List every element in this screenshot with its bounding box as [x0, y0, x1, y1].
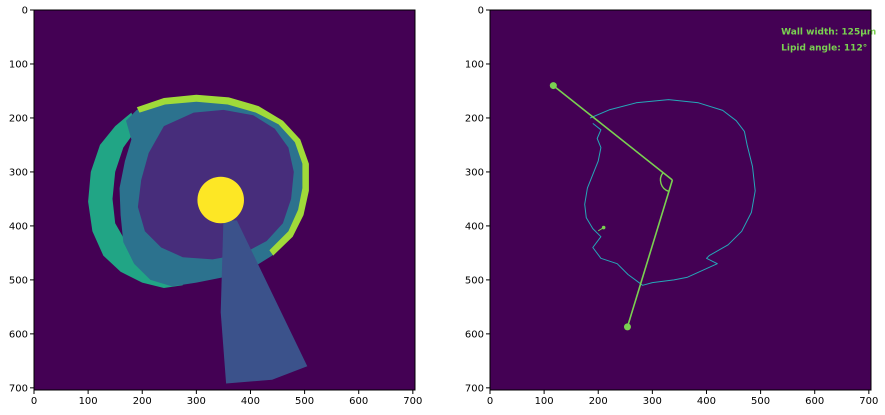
x-tick-label: 300 — [187, 396, 206, 407]
x-tick-label: 700 — [403, 396, 422, 407]
y-tick-label: 700 — [9, 383, 28, 394]
angle-endpoint-marker — [550, 82, 557, 89]
x-tick-label: 100 — [79, 396, 98, 407]
x-tick-label: 300 — [643, 396, 662, 407]
x-tick-label: 700 — [859, 396, 878, 407]
y-tick-label: 600 — [9, 329, 28, 340]
y-tick-label: 200 — [465, 113, 484, 124]
y-tick-label: 300 — [9, 167, 28, 178]
y-tick-label: 200 — [9, 113, 28, 124]
left-panel: 0 100 200 300 400 500 600 700010020030040050060… — [9, 6, 422, 408]
x-tick-label: 100 — [535, 396, 554, 407]
x-tick-label: 500 — [295, 396, 314, 407]
y-tick-label: 500 — [9, 275, 28, 286]
y-tick-label: 0 — [478, 6, 484, 17]
y-tick-label: 700 — [465, 383, 484, 394]
y-tick-label: 100 — [9, 59, 28, 70]
x-tick-label: 200 — [589, 396, 608, 407]
x-tick-label: 0 — [487, 396, 493, 407]
right-plot-background — [490, 10, 871, 390]
y-tick-label: 100 — [465, 59, 484, 70]
x-tick-label: 200 — [133, 396, 152, 407]
x-tick-label: 0 — [31, 396, 37, 407]
y-tick-label: 600 — [465, 329, 484, 340]
lipid-angle-annotation: Lipid angle: 112° — [781, 43, 867, 53]
x-tick-label: 600 — [805, 396, 824, 407]
x-tick-label: 400 — [697, 396, 716, 407]
wall-width-annotation: Wall width: 125µm — [781, 27, 876, 37]
y-tick-label: 500 — [465, 275, 484, 286]
y-tick-label: 400 — [9, 221, 28, 232]
y-tick-label: 0 — [22, 6, 28, 17]
x-tick-label: 600 — [349, 396, 368, 407]
x-tick-label: 500 — [751, 396, 770, 407]
right-panel: Wall width: 125µm Lipid angle: 112° 0 100… — [465, 6, 878, 408]
angle-endpoint-marker — [624, 323, 631, 330]
lumen-region — [197, 177, 244, 224]
x-tick-label: 400 — [241, 396, 260, 407]
y-tick-label: 300 — [465, 167, 484, 178]
y-tick-label: 400 — [465, 221, 484, 232]
